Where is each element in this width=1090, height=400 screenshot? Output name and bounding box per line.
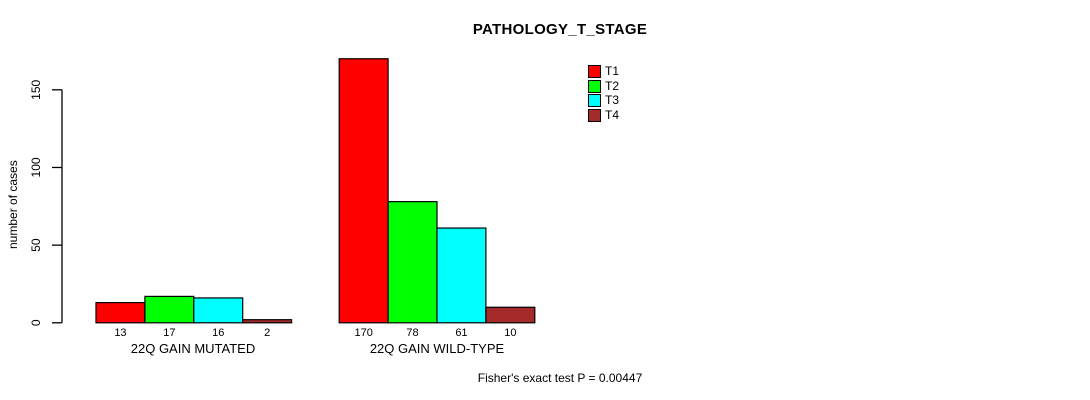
bar-t2-mutated bbox=[144, 295, 195, 324]
y-tick-label: 100 bbox=[29, 157, 43, 177]
category-label-mutated: 22Q GAIN MUTATED bbox=[130, 341, 256, 356]
legend-swatch-t3 bbox=[588, 94, 601, 107]
bar-t2-wildtype bbox=[387, 201, 438, 324]
bar-t1-wildtype bbox=[338, 58, 389, 324]
bar-t4-mutated bbox=[242, 319, 293, 324]
legend-swatch-t1 bbox=[588, 65, 601, 78]
y-tick-label: 150 bbox=[29, 79, 43, 99]
legend-label: T1 bbox=[605, 64, 620, 78]
bar-t3-mutated bbox=[193, 297, 244, 324]
legend-label: T4 bbox=[605, 107, 620, 122]
bar-t4-wildtype bbox=[485, 306, 536, 324]
bar-value-label: 61 bbox=[455, 327, 467, 339]
fisher-test-caption: Fisher's exact test P = 0.00447 bbox=[477, 371, 643, 385]
bar-value-label: 78 bbox=[406, 327, 418, 339]
legend-swatch-t4 bbox=[588, 108, 601, 122]
legend-item-t1: T1 bbox=[588, 65, 619, 78]
y-tick-label: 50 bbox=[29, 238, 43, 252]
chart-title: PATHOLOGY_T_STAGE bbox=[472, 21, 648, 38]
bar-value-label: 13 bbox=[114, 327, 126, 339]
legend: T1 T2 T3 T4 bbox=[588, 65, 619, 123]
legend-item-t2: T2 bbox=[588, 78, 620, 93]
legend-swatch-t2 bbox=[588, 79, 601, 93]
bar-t1-mutated bbox=[95, 302, 146, 324]
legend-label: T3 bbox=[605, 93, 620, 107]
bar-value-label: 10 bbox=[504, 327, 516, 339]
legend-label: T2 bbox=[605, 78, 620, 93]
bar-value-label: 16 bbox=[212, 327, 224, 339]
bar-value-label: 170 bbox=[354, 327, 372, 339]
bar-value-label: 17 bbox=[163, 327, 175, 339]
bar-t3-wildtype bbox=[436, 227, 487, 324]
legend-item-t3: T3 bbox=[588, 94, 619, 107]
bar-value-label: 2 bbox=[264, 327, 270, 339]
y-tick-label: 0 bbox=[29, 319, 43, 326]
category-label-wildtype: 22Q GAIN WILD-TYPE bbox=[369, 341, 505, 356]
legend-item-t4: T4 bbox=[588, 107, 620, 122]
